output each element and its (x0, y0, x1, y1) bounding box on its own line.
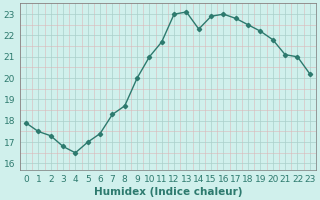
X-axis label: Humidex (Indice chaleur): Humidex (Indice chaleur) (94, 187, 242, 197)
